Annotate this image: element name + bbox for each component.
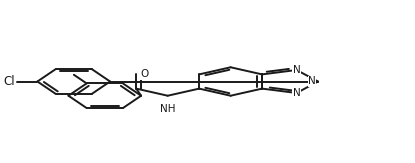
Text: Cl: Cl [4, 75, 15, 88]
Text: N: N [293, 65, 300, 75]
Text: N: N [293, 88, 300, 98]
Text: NH: NH [160, 104, 176, 114]
Text: N: N [308, 76, 316, 87]
Text: O: O [140, 69, 149, 79]
